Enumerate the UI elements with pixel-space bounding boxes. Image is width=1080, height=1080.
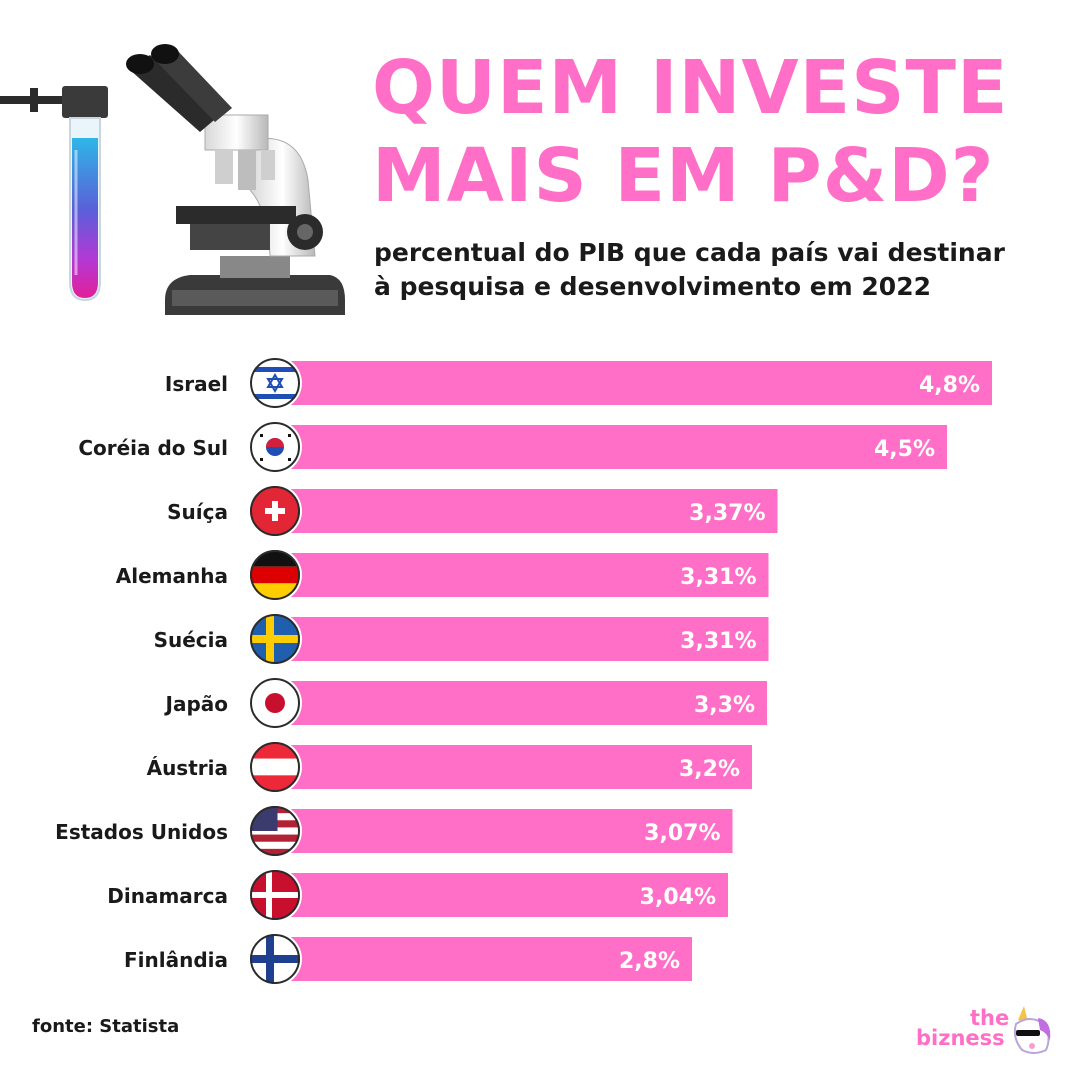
category-label: Alemanha	[116, 564, 228, 588]
category-label: Finlândia	[124, 948, 228, 972]
test-tube-icon	[0, 86, 108, 302]
category-label: Suécia	[154, 628, 228, 652]
finland-flag-icon	[248, 932, 302, 986]
logo-the: the	[970, 1006, 1010, 1030]
germany-flag-icon	[248, 548, 302, 602]
bar	[272, 937, 692, 981]
brand-logo: the bizness	[910, 1004, 1060, 1064]
data-label: 3,2%	[679, 757, 740, 782]
bar	[272, 489, 778, 533]
bar	[272, 617, 769, 661]
bar	[272, 681, 767, 725]
category-label: Israel	[165, 372, 228, 396]
title-line-2: MAIS EM P&D?	[372, 133, 995, 219]
bar-chart: Israel 4,8% Coréia do Sul 4,5% Suíça 3,37% Ale…	[55, 356, 992, 986]
data-label: 3,37%	[689, 501, 765, 526]
page-title: QUEM INVESTE MAIS EM P&D?	[372, 44, 1032, 220]
bar	[272, 553, 769, 597]
usa-flag-icon	[248, 804, 302, 858]
austria-flag-icon	[248, 740, 302, 794]
bar	[272, 361, 992, 405]
data-label: 3,31%	[680, 629, 756, 654]
category-label: Japão	[164, 692, 229, 716]
switzerland-flag-icon	[248, 484, 302, 538]
bar	[272, 425, 947, 469]
source-note: fonte: Statista	[32, 1016, 180, 1037]
subtitle-line-1: percentual do PIB que cada país vai dest…	[374, 238, 1005, 267]
data-label: 3,04%	[640, 885, 716, 910]
category-label: Suíça	[167, 500, 228, 524]
subtitle-line-2: à pesquisa e desenvolvimento em 2022	[374, 272, 931, 301]
category-label: Estados Unidos	[55, 820, 228, 844]
bar	[272, 809, 733, 853]
category-label: Coréia do Sul	[78, 436, 228, 460]
data-label: 4,8%	[919, 373, 980, 398]
bar	[272, 873, 728, 917]
unicorn-icon	[1013, 1006, 1051, 1054]
bar	[272, 745, 752, 789]
page-subtitle: percentual do PIB que cada país vai dest…	[374, 236, 1034, 304]
logo-bizness: bizness	[916, 1026, 1005, 1050]
data-label: 3,31%	[680, 565, 756, 590]
israel-flag-icon	[248, 356, 302, 410]
category-label: Áustria	[147, 756, 228, 780]
category-label: Dinamarca	[107, 884, 228, 908]
lab-illustration	[0, 44, 345, 315]
japan-flag-icon	[248, 676, 302, 730]
title-line-1: QUEM INVESTE	[372, 45, 1009, 131]
microscope-icon	[126, 44, 345, 315]
denmark-flag-icon	[248, 868, 302, 922]
data-label: 3,3%	[694, 693, 755, 718]
data-label: 4,5%	[874, 437, 935, 462]
sweden-flag-icon	[248, 612, 302, 666]
data-label: 2,8%	[619, 949, 680, 974]
south-korea-flag-icon	[248, 420, 302, 474]
data-label: 3,07%	[644, 821, 720, 846]
